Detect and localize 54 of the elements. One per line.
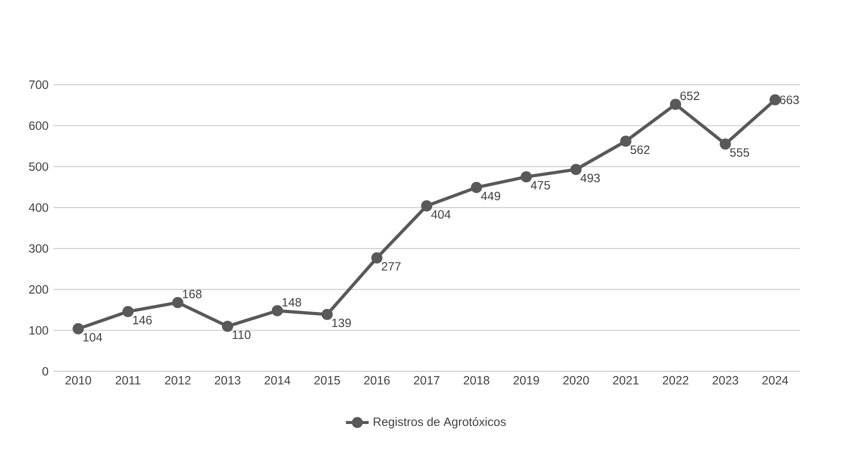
y-tick-label: 100 — [30, 326, 48, 335]
x-tick-label: 2024 — [762, 376, 788, 385]
x-tick-label: 2016 — [364, 376, 390, 385]
x-tick-label: 2012 — [165, 376, 191, 385]
y-tick-label: 700 — [29, 80, 48, 89]
y-tick-label: 200 — [29, 285, 48, 294]
data-label: 404 — [431, 210, 451, 219]
point — [421, 200, 432, 212]
data-label: 562 — [630, 145, 650, 154]
x-tick-label: 2022 — [662, 376, 688, 385]
x-tick-label: 2023 — [712, 376, 738, 385]
x-tick-label: 2010 — [65, 376, 92, 385]
data-label: 663 — [780, 96, 799, 104]
data-label: 104 — [83, 333, 102, 342]
data-label: 493 — [580, 174, 600, 182]
x-tick-label: 2018 — [464, 376, 490, 385]
y-tick-label: 500 — [29, 162, 48, 171]
point — [720, 138, 731, 150]
x-tick-label: 2015 — [314, 376, 340, 385]
data-label: 148 — [282, 298, 302, 306]
x-tick-label: 2013 — [214, 376, 240, 385]
data-label: 449 — [480, 192, 500, 200]
point — [272, 305, 283, 316]
point — [122, 306, 134, 318]
point — [172, 296, 184, 308]
data-label: 139 — [332, 318, 351, 328]
point — [470, 182, 482, 194]
point — [670, 98, 682, 110]
point — [322, 308, 333, 320]
legend-label: Registros de Agrotóxicos — [374, 417, 506, 428]
data-label: 475 — [530, 181, 550, 190]
x-tick-label: 2014 — [264, 376, 290, 385]
y-tick-label: 400 — [28, 203, 48, 212]
point — [570, 164, 582, 176]
y-tick-label: 0 — [42, 367, 48, 376]
y-tick-label: 300 — [29, 244, 48, 253]
x-tick-label: 2011 — [116, 376, 140, 385]
data-label: 146 — [133, 316, 152, 324]
x-tick-label: 2020 — [563, 376, 589, 385]
point — [371, 252, 382, 264]
data-label: 555 — [730, 148, 750, 157]
point — [72, 323, 84, 334]
x-tick-label: 2021 — [613, 376, 639, 385]
point — [520, 171, 532, 182]
data-label: 652 — [680, 92, 700, 100]
data-label: 277 — [382, 262, 401, 271]
data-label: 168 — [182, 290, 202, 298]
data-label: 110 — [232, 330, 250, 340]
point — [770, 94, 781, 106]
point — [620, 136, 632, 147]
x-tick-label: 2019 — [513, 376, 539, 385]
y-tick-label: 600 — [29, 121, 48, 130]
point — [222, 320, 234, 332]
x-tick-label: 2017 — [414, 376, 440, 385]
